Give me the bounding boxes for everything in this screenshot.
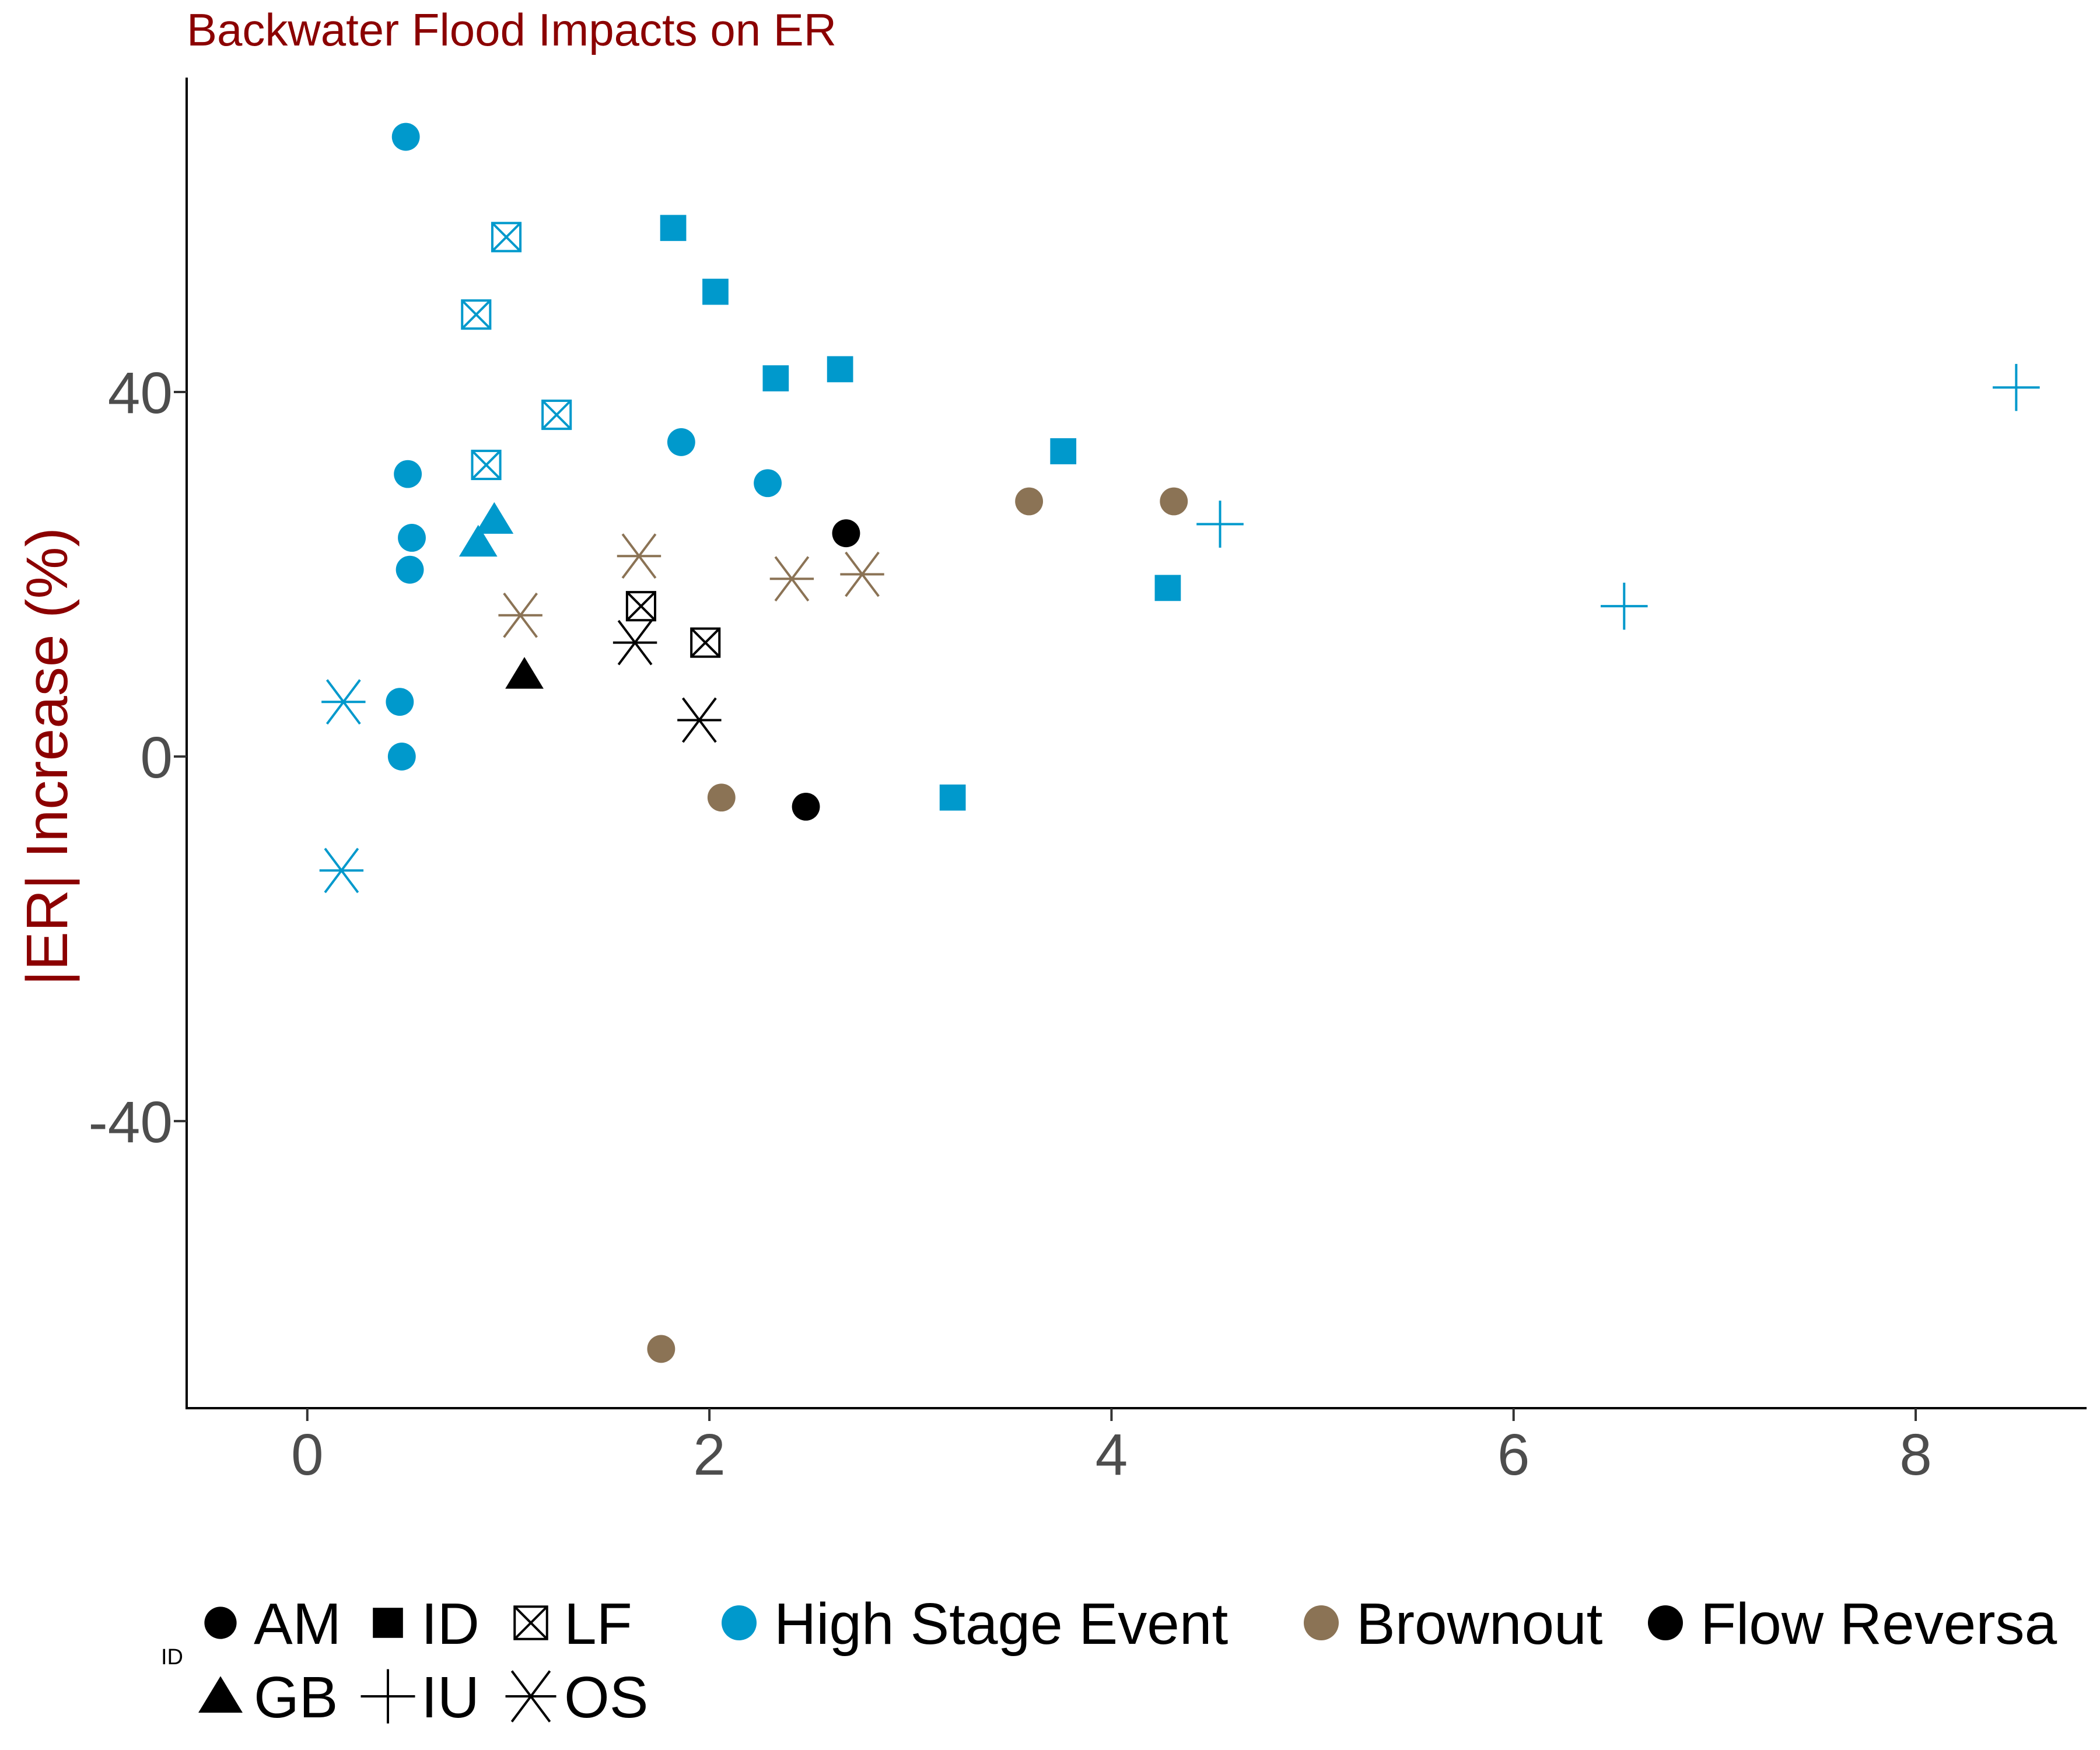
data-point-gb xyxy=(505,657,544,689)
legend-color-label: Flow Reversa xyxy=(1700,1591,2057,1657)
legend-shape-label: ID xyxy=(421,1591,480,1657)
data-point-os xyxy=(840,551,884,597)
data-point-os xyxy=(677,697,722,743)
data-points xyxy=(319,123,2040,1363)
y-tick-label: 0 xyxy=(140,725,173,790)
legend-shape-label: AM xyxy=(254,1591,341,1657)
data-point-os xyxy=(769,556,814,602)
data-point-lf xyxy=(625,591,656,622)
y-tick-label: 40 xyxy=(108,360,173,426)
series-brownout xyxy=(498,487,1188,1363)
legend-color-item: High Stage Event xyxy=(722,1591,1228,1657)
triangle-icon xyxy=(198,1676,243,1713)
data-point-os xyxy=(612,620,657,666)
legend-color-swatch xyxy=(722,1605,757,1640)
legend-shape-title: ID xyxy=(161,1645,183,1670)
legend-color-swatch xyxy=(1304,1605,1339,1640)
x-tick-label: 0 xyxy=(291,1422,324,1488)
series-high-stage-event xyxy=(319,123,2040,894)
data-point-iu xyxy=(1993,363,2040,411)
data-point-id xyxy=(660,215,687,242)
data-point-os xyxy=(319,848,364,894)
data-point-am xyxy=(667,428,695,456)
data-point-id xyxy=(762,365,789,391)
legend-color-label: Brownout xyxy=(1356,1591,1603,1657)
data-point-id xyxy=(1050,438,1077,464)
data-point-id xyxy=(702,278,729,305)
y-axis-label: |ER| Increase (%) xyxy=(15,527,80,986)
x-tick-label: 8 xyxy=(1899,1422,1932,1488)
series-flow-reversa xyxy=(505,519,860,821)
data-point-am xyxy=(396,555,424,584)
legend-shapes: AM ID LF GB IU OS xyxy=(198,1591,648,1730)
data-point-lf xyxy=(491,222,522,253)
legend: ID AM ID LF GB IU OS High Stage Event Brownout… xyxy=(161,1591,2057,1730)
data-point-am xyxy=(394,460,422,488)
data-point-am xyxy=(386,688,414,716)
data-point-lf xyxy=(541,400,572,430)
legend-shape-label: OS xyxy=(564,1665,648,1730)
data-point-am xyxy=(832,519,860,548)
data-point-id xyxy=(827,356,853,383)
data-point-am xyxy=(387,743,416,771)
x-tick-label: 6 xyxy=(1497,1422,1530,1488)
data-point-am xyxy=(1015,487,1044,516)
y-tick-label: -40 xyxy=(88,1090,173,1155)
data-point-gb xyxy=(475,502,514,534)
square-icon xyxy=(373,1608,403,1638)
x-tick-label: 2 xyxy=(693,1422,726,1488)
circle-icon xyxy=(204,1606,237,1639)
legend-color-swatch xyxy=(1648,1605,1683,1640)
x-tick-label: 4 xyxy=(1096,1422,1128,1488)
legend-color-item: Flow Reversa xyxy=(1648,1591,2057,1657)
plus-icon xyxy=(360,1669,415,1724)
legend-shape-id: ID xyxy=(373,1591,480,1657)
data-point-id xyxy=(1154,575,1181,601)
data-point-am xyxy=(1160,487,1188,516)
data-point-id xyxy=(939,784,966,811)
data-point-lf xyxy=(471,449,502,481)
data-point-os xyxy=(498,592,542,638)
legend-colors: High Stage Event Brownout Flow Reversa xyxy=(722,1591,2057,1657)
legend-color-item: Brownout xyxy=(1304,1591,1603,1657)
y-axis-ticks: 40 0 -40 xyxy=(88,360,187,1155)
data-point-iu xyxy=(1600,582,1648,630)
legend-color-label: High Stage Event xyxy=(774,1591,1228,1657)
legend-shape-iu: IU xyxy=(360,1665,480,1730)
data-point-gb xyxy=(459,524,498,557)
data-point-os xyxy=(617,533,662,579)
legend-shape-am: AM xyxy=(204,1591,341,1657)
data-point-am xyxy=(792,792,820,821)
legend-shape-label: GB xyxy=(254,1665,338,1730)
data-point-os xyxy=(321,679,366,725)
legend-shape-gb: GB xyxy=(198,1665,338,1730)
chart-title: Backwater Flood Impacts on ER xyxy=(187,4,836,55)
boxed-x-icon xyxy=(513,1605,548,1640)
legend-shape-os: OS xyxy=(505,1665,648,1730)
legend-shape-label: LF xyxy=(564,1591,632,1657)
data-point-iu xyxy=(1196,501,1244,548)
data-point-am xyxy=(647,1335,676,1363)
data-point-am xyxy=(707,783,736,812)
asterisk-icon xyxy=(505,1670,556,1723)
data-point-lf xyxy=(690,627,721,658)
data-point-am xyxy=(391,123,420,151)
data-point-am xyxy=(398,524,426,552)
x-axis-ticks: 0 2 4 6 8 xyxy=(291,1408,1932,1488)
data-point-am xyxy=(754,469,782,498)
legend-shape-lf: LF xyxy=(513,1591,632,1657)
legend-shape-label: IU xyxy=(421,1665,480,1730)
data-point-lf xyxy=(461,299,492,330)
